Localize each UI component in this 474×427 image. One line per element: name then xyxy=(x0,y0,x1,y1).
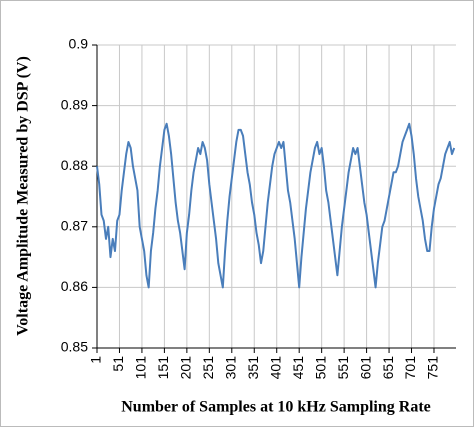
y-tick-label: 0.89 xyxy=(61,96,88,112)
x-tick-label: 351 xyxy=(245,356,261,380)
x-tick-label: 451 xyxy=(290,356,306,380)
x-tick-label: 1 xyxy=(88,356,104,364)
data-line xyxy=(96,122,456,289)
y-tick-label: 0.87 xyxy=(61,218,88,234)
x-tick-label: 301 xyxy=(222,356,238,380)
y-tick-label: 0.9 xyxy=(69,36,89,52)
x-tick-label: 501 xyxy=(312,356,328,380)
x-axis-title: Number of Samples at 10 kHz Sampling Rat… xyxy=(121,399,431,416)
x-tick-label: 201 xyxy=(178,356,194,380)
x-tick-label: 701 xyxy=(402,356,418,380)
x-tick-label: 551 xyxy=(335,356,351,380)
x-tick-label: 251 xyxy=(200,356,216,380)
x-tick-label: 151 xyxy=(155,356,171,380)
x-tick-label: 51 xyxy=(110,356,126,372)
y-tick-label: 0.86 xyxy=(61,278,88,294)
x-tick-label: 601 xyxy=(357,356,373,380)
x-tick-label: 101 xyxy=(133,356,149,380)
x-tick-label: 651 xyxy=(380,356,396,380)
y-tick-label: 0.88 xyxy=(61,157,88,173)
y-axis-title: Voltage Amplitude Measured by DSP (V) xyxy=(15,56,32,336)
y-tick-label: 0.85 xyxy=(61,339,88,355)
x-tick-label: 751 xyxy=(425,356,441,380)
x-tick-label: 401 xyxy=(267,356,283,380)
